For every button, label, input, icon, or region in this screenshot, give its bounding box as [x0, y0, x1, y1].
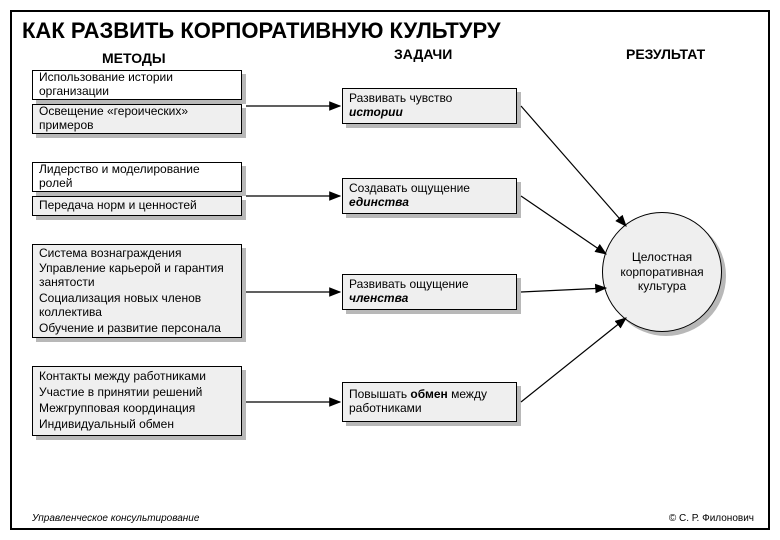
col-header-result: РЕЗУЛЬТАТ: [626, 46, 705, 62]
result-text: Целостная корпоративная культура: [613, 250, 711, 293]
method-box-1b: Освещение «героических» примеров: [32, 104, 242, 134]
method-box-2a: Лидерство и моделирование ролей: [32, 162, 242, 192]
method-text: Участие в принятии решений: [39, 386, 235, 400]
col-header-tasks: ЗАДАЧИ: [394, 46, 452, 62]
task-text: Развивать ощущение: [349, 277, 469, 291]
col-header-methods: МЕТОДЫ: [102, 50, 166, 66]
footer-left: Управленческое консультирование: [32, 513, 199, 524]
diagram-frame: КАК РАЗВИТЬ КОРПОРАТИВНУЮ КУЛЬТУРУ МЕТОД…: [10, 10, 770, 530]
page-title: КАК РАЗВИТЬ КОРПОРАТИВНУЮ КУЛЬТУРУ: [22, 18, 501, 44]
task-keyword: обмен: [410, 387, 447, 401]
task-keyword: истории: [349, 105, 403, 119]
task-text: Повышать: [349, 387, 410, 401]
method-text: Межгрупповая координация: [39, 402, 235, 416]
method-box-4: Контакты между работниками Участие в при…: [32, 366, 242, 436]
method-box-3: Система вознаграждения Управление карьер…: [32, 244, 242, 338]
task-box-4: Повышать обмен между работниками: [342, 382, 517, 422]
method-text: Социализация новых членов коллектива: [39, 292, 235, 320]
task-box-3: Развивать ощущениечленства: [342, 274, 517, 310]
method-text: Использование истории организации: [39, 71, 235, 99]
method-box-1a: Использование истории организации: [32, 70, 242, 100]
task-keyword: единства: [349, 195, 409, 209]
method-text: Контакты между работниками: [39, 370, 235, 384]
result-circle: Целостная корпоративная культура: [602, 212, 722, 332]
method-text: Обучение и развитие персонала: [39, 322, 235, 336]
task-box-2: Создавать ощущениеединства: [342, 178, 517, 214]
method-text: Индивидуальный обмен: [39, 418, 235, 432]
task-text: Создавать ощущение: [349, 181, 470, 195]
method-text: Управление карьерой и гарантия занятости: [39, 262, 235, 290]
method-text: Лидерство и моделирование ролей: [39, 163, 235, 191]
task-text: Развивать чувство: [349, 91, 452, 105]
footer-right: © С. Р. Филонович: [669, 513, 754, 524]
method-text: Передача норм и ценностей: [39, 199, 235, 213]
method-text: Система вознаграждения: [39, 247, 235, 261]
task-box-1: Развивать чувствоистории: [342, 88, 517, 124]
method-box-2b: Передача норм и ценностей: [32, 196, 242, 216]
method-text: Освещение «героических» примеров: [39, 105, 235, 133]
task-keyword: членства: [349, 291, 408, 305]
